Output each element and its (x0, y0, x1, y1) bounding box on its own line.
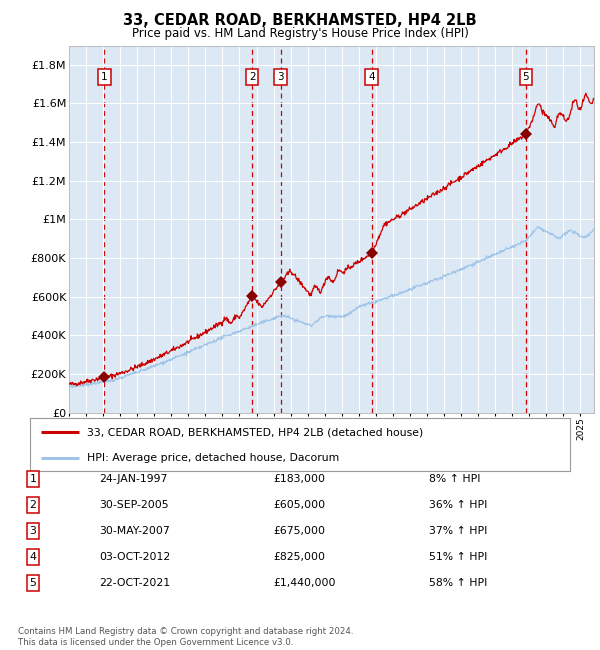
Text: 3: 3 (29, 526, 37, 536)
Text: £675,000: £675,000 (273, 526, 325, 536)
Text: 1: 1 (101, 72, 107, 82)
Text: 24-JAN-1997: 24-JAN-1997 (99, 474, 167, 484)
Text: 3: 3 (277, 72, 284, 82)
Text: 2: 2 (29, 500, 37, 510)
Text: 33, CEDAR ROAD, BERKHAMSTED, HP4 2LB (detached house): 33, CEDAR ROAD, BERKHAMSTED, HP4 2LB (de… (86, 427, 423, 437)
Text: 2: 2 (249, 72, 256, 82)
Text: £183,000: £183,000 (273, 474, 325, 484)
Text: 5: 5 (29, 578, 37, 588)
Text: 22-OCT-2021: 22-OCT-2021 (99, 578, 170, 588)
Text: 33, CEDAR ROAD, BERKHAMSTED, HP4 2LB: 33, CEDAR ROAD, BERKHAMSTED, HP4 2LB (123, 13, 477, 29)
Text: 51% ↑ HPI: 51% ↑ HPI (429, 552, 487, 562)
Text: 8% ↑ HPI: 8% ↑ HPI (429, 474, 481, 484)
Text: 4: 4 (29, 552, 37, 562)
Text: £1,440,000: £1,440,000 (273, 578, 335, 588)
Text: 37% ↑ HPI: 37% ↑ HPI (429, 526, 487, 536)
Text: 58% ↑ HPI: 58% ↑ HPI (429, 578, 487, 588)
Text: 30-SEP-2005: 30-SEP-2005 (99, 500, 169, 510)
Text: 36% ↑ HPI: 36% ↑ HPI (429, 500, 487, 510)
Text: 1: 1 (29, 474, 37, 484)
Text: HPI: Average price, detached house, Dacorum: HPI: Average price, detached house, Daco… (86, 453, 339, 463)
Text: £605,000: £605,000 (273, 500, 325, 510)
Text: Contains HM Land Registry data © Crown copyright and database right 2024.
This d: Contains HM Land Registry data © Crown c… (18, 627, 353, 647)
Text: 4: 4 (368, 72, 375, 82)
Text: Price paid vs. HM Land Registry's House Price Index (HPI): Price paid vs. HM Land Registry's House … (131, 27, 469, 40)
Text: 03-OCT-2012: 03-OCT-2012 (99, 552, 170, 562)
Text: 5: 5 (523, 72, 529, 82)
Text: £825,000: £825,000 (273, 552, 325, 562)
Text: 30-MAY-2007: 30-MAY-2007 (99, 526, 170, 536)
